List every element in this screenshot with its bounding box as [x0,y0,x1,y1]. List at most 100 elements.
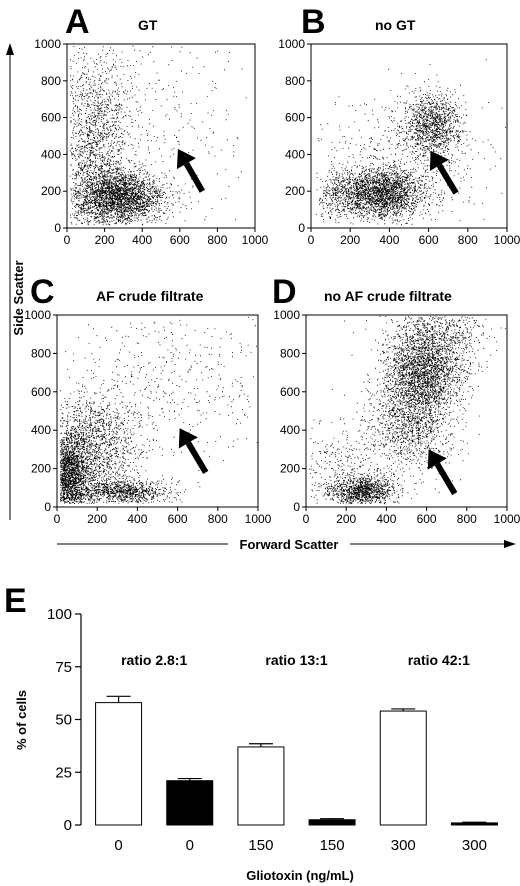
y-tick-label-a-200: 200 [41,184,61,198]
plot-frame-d [305,314,508,508]
ratio-annotation-1: ratio 13:1 [265,652,327,668]
scatter-points-d [309,316,506,505]
y-tick-label-d-200: 200 [280,462,300,476]
x-tick-label-b-400: 400 [379,233,399,247]
y-tick-label-a-1000: 1000 [34,37,61,51]
bar-chart-e: % of cells Gliotoxin (ng/mL) 0 25 50 75 100 0… [14,606,498,883]
panel-title-a: GT [138,17,158,33]
y-tick-label-a-800: 800 [41,74,61,88]
scatter-plot-a: 0 200 400 600 800 1000 0 200 400 600 800 1000 [34,37,268,247]
arrow-head-b [429,150,449,171]
panel-e: E [4,582,27,620]
x-tick-label-a-1000: 1000 [242,233,269,247]
y-tick-label-b-400: 400 [285,147,305,161]
x-tick-label-c-400: 400 [127,512,147,526]
panel-title-b: no GT [375,17,416,33]
panel-letter-c: C [30,273,55,311]
x-tick-label-b-600: 600 [419,233,439,247]
x-tick-label-b-0: 0 [308,233,315,247]
panel-letter-e: E [4,582,27,620]
x-tick-label-b-1000: 1000 [494,233,520,247]
bar-3 [308,819,356,826]
y-tick-label-d-600: 600 [280,385,300,399]
side-scatter-arrowhead [6,43,14,55]
bar-y-tick-label-50: 50 [55,712,72,729]
x-tick-label-c-200: 200 [87,512,107,526]
panel-b: B no GT [301,3,416,41]
bar-5 [450,822,498,826]
x-tick-label-a-600: 600 [170,233,190,247]
y-tick-label-d-400: 400 [280,423,300,437]
arrow-shaft-b [436,163,459,195]
panel-letter-b: B [301,3,326,41]
scatter-dots-c [60,317,258,504]
bar-y-tick-label-25: 25 [55,764,72,781]
bar-category-label-4: 300 [391,837,416,854]
y-tick-label-c-0: 0 [44,500,51,514]
x-tick-label-c-1000: 1000 [245,512,272,526]
y-tick-label-d-800: 800 [280,346,300,360]
arrow-head-a [176,148,196,170]
panel-letter-d: D [272,273,297,311]
y-tick-label-a-600: 600 [41,111,61,125]
arrow-shaft-d [434,462,458,496]
x-tick-label-c-0: 0 [54,512,61,526]
shared-x-label-backdrop [228,534,350,552]
x-tick-label-d-800: 800 [457,512,477,526]
x-tick-label-a-800: 800 [207,233,227,247]
scatter-points-b [315,59,506,226]
plot-frame-b [310,43,508,229]
scatter-dots-b [315,59,506,226]
panel-c: C AF crude filtrate [30,273,204,311]
bar-4 [379,710,427,826]
bar-y-tick-label-75: 75 [55,659,72,676]
x-tick-label-d-200: 200 [336,512,356,526]
y-tick-label-c-400: 400 [31,423,51,437]
bar-category-label-0: 0 [114,837,122,854]
bar-y-tick-label-0: 0 [64,817,72,834]
y-tick-label-c-1000: 1000 [24,308,51,322]
ratio-annotation-2: ratio 42:1 [408,652,470,668]
scatter-plot-c: 0 200 400 600 800 1000 0 200 400 600 800 1000 [24,308,271,526]
arrow-shaft-c [185,441,209,474]
ratio-annotation-0: ratio 2.8:1 [121,652,187,668]
panel-title-c: AF crude filtrate [96,288,204,304]
x-tick-label-c-800: 800 [208,512,228,526]
bar-category-label-3: 150 [320,837,345,854]
x-tick-label-b-200: 200 [340,233,360,247]
scatter-dots-a [69,45,247,226]
shared-y-axis: Side Scatter [6,43,26,520]
panel-title-d: no AF crude filtrate [324,288,452,304]
bar-category-label-5: 300 [462,837,487,854]
bar-y-tick-label-100: 100 [47,606,72,623]
y-tick-label-a-400: 400 [41,147,61,161]
y-tick-label-c-600: 600 [31,385,51,399]
x-tick-label-c-600: 600 [168,512,188,526]
y-tick-label-a-0: 0 [54,221,61,235]
arrow-shaft-a [183,162,205,193]
bar-category-label-1: 0 [186,837,194,854]
y-tick-label-b-200: 200 [285,184,305,198]
shared-x-label: Forward Scatter [240,537,339,552]
plot-frame-a [66,43,256,229]
x-tick-label-a-0: 0 [64,233,71,247]
scatter-points-c [60,317,258,504]
y-tick-label-d-1000: 1000 [273,308,300,322]
y-tick-label-b-800: 800 [285,74,305,88]
plot-frame-c [56,314,259,508]
x-tick-label-b-800: 800 [458,233,478,247]
bar-2 [237,746,285,826]
y-tick-label-b-600: 600 [285,111,305,125]
bar-y-label: % of cells [14,690,29,750]
scatter-plot-b: 0 200 400 600 800 1000 0 200 400 600 800 1000 [278,37,520,247]
shared-x-axis: Forward Scatter [57,534,516,552]
scatter-dots-d [309,316,506,505]
forward-scatter-arrowhead [504,540,516,548]
arrow-head-c [178,428,198,449]
y-tick-label-b-0: 0 [298,221,305,235]
arrow-head-d [427,449,447,470]
panel-letter-a: A [65,3,90,41]
shared-y-label: Side Scatter [11,260,26,335]
x-tick-label-d-400: 400 [376,512,396,526]
